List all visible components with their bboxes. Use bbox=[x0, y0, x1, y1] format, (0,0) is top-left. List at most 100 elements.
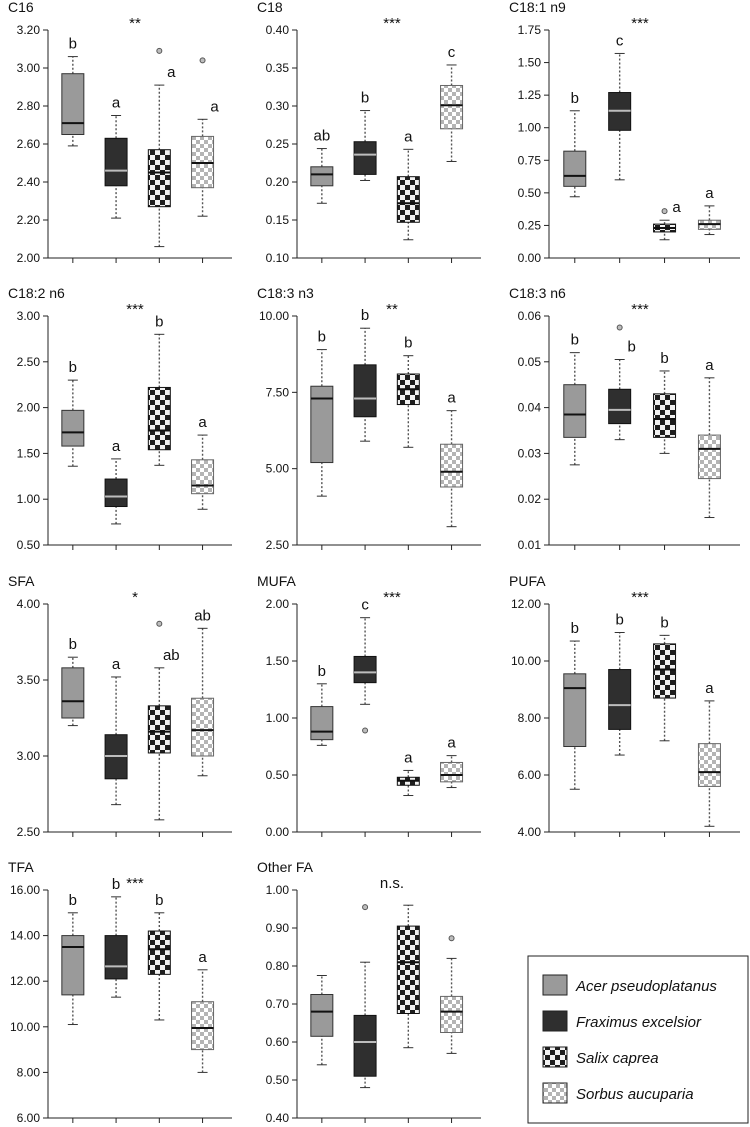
box bbox=[310, 975, 334, 1123]
iqr-box bbox=[147, 386, 171, 451]
outlier-point bbox=[616, 324, 623, 331]
legend-label: Acer pseudoplatanus bbox=[575, 978, 717, 995]
iqr-box bbox=[61, 409, 85, 447]
box bbox=[396, 904, 420, 1123]
outlier-point bbox=[156, 47, 163, 54]
group-letter: b bbox=[69, 359, 77, 376]
panel-title: TFA bbox=[8, 859, 34, 875]
panel: C16 ** 2.00 2.20 2.40 2.60 2.80 3.00 3.20 b a a a bbox=[8, 0, 232, 265]
iqr-box bbox=[147, 930, 171, 975]
box: c bbox=[440, 44, 464, 263]
iqr-box bbox=[191, 697, 215, 757]
significance-label: *** bbox=[383, 589, 401, 606]
panel: SFA * 2.50 3.00 3.50 4.00 b a ab ab bbox=[8, 573, 232, 839]
y-tick-label: 0.40 bbox=[266, 1111, 290, 1125]
group-letter: b bbox=[69, 892, 77, 909]
panel-title: C18:3 n3 bbox=[257, 285, 314, 301]
y-tick-label: 2.40 bbox=[17, 175, 41, 189]
iqr-box bbox=[61, 73, 85, 135]
y-tick-label: 2.50 bbox=[17, 355, 41, 369]
box: b bbox=[61, 36, 85, 263]
iqr-box bbox=[353, 364, 377, 418]
panel-title: SFA bbox=[8, 573, 35, 589]
box: ab bbox=[191, 607, 215, 837]
panel-title: C18:1 n9 bbox=[509, 0, 566, 15]
panel: C18:3 n6 *** 0.01 0.02 0.03 0.04 0.05 0.06 b b b a bbox=[509, 285, 740, 552]
group-letter: ab bbox=[163, 647, 180, 664]
y-tick-label: 0.70 bbox=[266, 997, 290, 1011]
outlier-point bbox=[362, 904, 369, 911]
grey-box-icon bbox=[542, 974, 568, 996]
box: a bbox=[697, 185, 721, 263]
significance-label: *** bbox=[631, 301, 649, 318]
box: a bbox=[147, 47, 176, 263]
significance-label: * bbox=[132, 589, 138, 606]
y-tick-label: 0.50 bbox=[17, 538, 41, 552]
y-tick-label: 4.00 bbox=[518, 825, 542, 839]
legend-item: Fraximus excelsior bbox=[542, 1010, 702, 1032]
y-tick-label: 0.35 bbox=[266, 61, 290, 75]
box: b bbox=[61, 636, 85, 837]
y-tick-label: 10.00 bbox=[511, 654, 541, 668]
y-tick-label: 5.00 bbox=[266, 462, 290, 476]
iqr-box bbox=[147, 149, 171, 208]
iqr-box bbox=[191, 459, 215, 495]
legend-item: Salix caprea bbox=[542, 1046, 659, 1068]
legend-frame bbox=[527, 955, 749, 1124]
box: a bbox=[191, 949, 215, 1123]
checker-light-box-icon bbox=[542, 1082, 568, 1104]
group-letter: c bbox=[361, 597, 369, 614]
group-letter: a bbox=[404, 128, 413, 145]
y-tick-label: 0.06 bbox=[518, 309, 542, 323]
y-tick-label: 0.60 bbox=[266, 1035, 290, 1049]
group-letter: c bbox=[448, 44, 456, 61]
group-letter: b bbox=[155, 892, 163, 909]
box: b bbox=[608, 612, 632, 837]
y-tick-label: 0.80 bbox=[266, 959, 290, 973]
panel-title: PUFA bbox=[509, 573, 546, 589]
group-letter: b bbox=[318, 329, 326, 346]
group-letter: b bbox=[318, 663, 326, 680]
significance-label: *** bbox=[383, 15, 401, 32]
outlier-point bbox=[199, 57, 206, 64]
iqr-box bbox=[563, 673, 587, 748]
y-tick-label: 0.50 bbox=[518, 186, 542, 200]
box: b bbox=[396, 335, 420, 550]
iqr-box bbox=[104, 137, 128, 187]
iqr-box bbox=[353, 141, 377, 175]
box: b bbox=[353, 307, 377, 550]
dark-box-icon bbox=[542, 1010, 568, 1032]
y-tick-label: 1.00 bbox=[266, 711, 290, 725]
group-letter: b bbox=[615, 612, 623, 629]
panel-title: Other FA bbox=[257, 859, 314, 875]
iqr-box bbox=[563, 384, 587, 438]
iqr-box bbox=[608, 669, 632, 730]
group-letter: a bbox=[672, 199, 681, 216]
outlier-point bbox=[661, 208, 668, 215]
iqr-box bbox=[653, 643, 677, 699]
outlier-point bbox=[362, 727, 369, 734]
y-tick-label: 0.03 bbox=[518, 446, 542, 460]
group-letter: a bbox=[167, 64, 176, 81]
iqr-box bbox=[608, 388, 632, 425]
group-letter: a bbox=[404, 749, 413, 766]
checker-dark-box-icon bbox=[542, 1046, 568, 1068]
box: b bbox=[653, 350, 677, 550]
y-tick-label: 0.05 bbox=[518, 355, 542, 369]
iqr-box bbox=[653, 393, 677, 438]
box: b bbox=[563, 620, 587, 837]
legend-label: Sorbus aucuparia bbox=[576, 1086, 694, 1103]
panel: C18 *** 0.10 0.15 0.20 0.25 0.30 0.35 0.40 ab b a c bbox=[257, 0, 481, 265]
box: a bbox=[697, 680, 721, 837]
group-letter: c bbox=[616, 32, 624, 49]
y-tick-label: 0.20 bbox=[266, 175, 290, 189]
iqr-box bbox=[396, 176, 420, 223]
iqr-box bbox=[440, 995, 464, 1034]
box: a bbox=[440, 735, 464, 837]
box: b bbox=[104, 876, 128, 1123]
iqr-box bbox=[310, 385, 334, 464]
iqr-box bbox=[440, 84, 464, 130]
y-tick-label: 8.00 bbox=[518, 711, 542, 725]
y-tick-label: 8.00 bbox=[17, 1065, 41, 1079]
